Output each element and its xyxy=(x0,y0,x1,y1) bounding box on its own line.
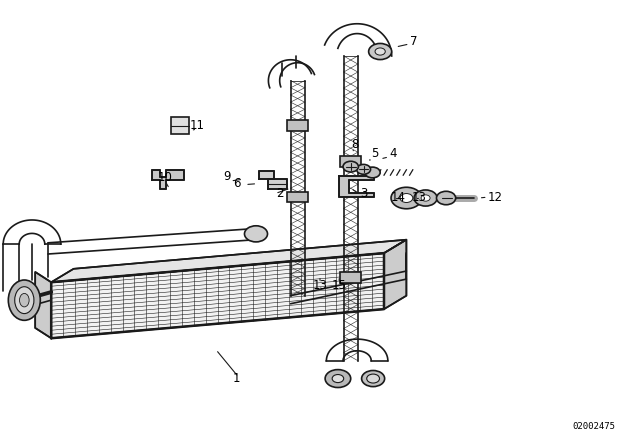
Polygon shape xyxy=(384,240,406,309)
Bar xyxy=(340,272,361,283)
Circle shape xyxy=(332,375,344,383)
Text: 13: 13 xyxy=(412,190,427,204)
Ellipse shape xyxy=(15,287,34,314)
Text: 10: 10 xyxy=(157,171,173,185)
Circle shape xyxy=(325,370,351,388)
Circle shape xyxy=(244,226,268,242)
Polygon shape xyxy=(339,176,374,197)
Text: 8: 8 xyxy=(351,138,358,151)
Text: 5: 5 xyxy=(371,147,378,160)
Circle shape xyxy=(400,194,413,202)
Circle shape xyxy=(365,167,380,178)
Bar xyxy=(287,120,308,131)
Text: 12: 12 xyxy=(487,190,502,204)
Text: 13: 13 xyxy=(312,279,328,293)
Polygon shape xyxy=(152,170,184,189)
Bar xyxy=(287,192,308,202)
Circle shape xyxy=(421,195,430,201)
Text: 11: 11 xyxy=(189,119,205,132)
Circle shape xyxy=(369,43,392,60)
Text: 7: 7 xyxy=(410,35,418,48)
Text: 15: 15 xyxy=(332,279,347,293)
Text: 02002475: 02002475 xyxy=(573,422,616,431)
Polygon shape xyxy=(51,240,406,282)
Ellipse shape xyxy=(8,280,40,320)
Circle shape xyxy=(356,164,371,174)
Bar xyxy=(171,117,189,134)
Text: 6: 6 xyxy=(233,177,241,190)
Polygon shape xyxy=(259,171,274,179)
Circle shape xyxy=(436,191,456,205)
Text: 3: 3 xyxy=(360,187,367,200)
Text: 1: 1 xyxy=(233,372,241,385)
Circle shape xyxy=(375,48,385,55)
Circle shape xyxy=(414,190,437,206)
Text: 14: 14 xyxy=(390,190,406,204)
Circle shape xyxy=(362,370,385,387)
Text: 9: 9 xyxy=(223,169,231,183)
Polygon shape xyxy=(268,179,287,189)
Polygon shape xyxy=(35,272,51,338)
Circle shape xyxy=(391,187,422,209)
Circle shape xyxy=(367,374,380,383)
Circle shape xyxy=(343,161,358,172)
Bar xyxy=(340,156,361,167)
Polygon shape xyxy=(51,253,384,338)
Ellipse shape xyxy=(19,293,29,307)
Text: 4: 4 xyxy=(390,147,397,160)
Text: 2: 2 xyxy=(276,187,284,200)
